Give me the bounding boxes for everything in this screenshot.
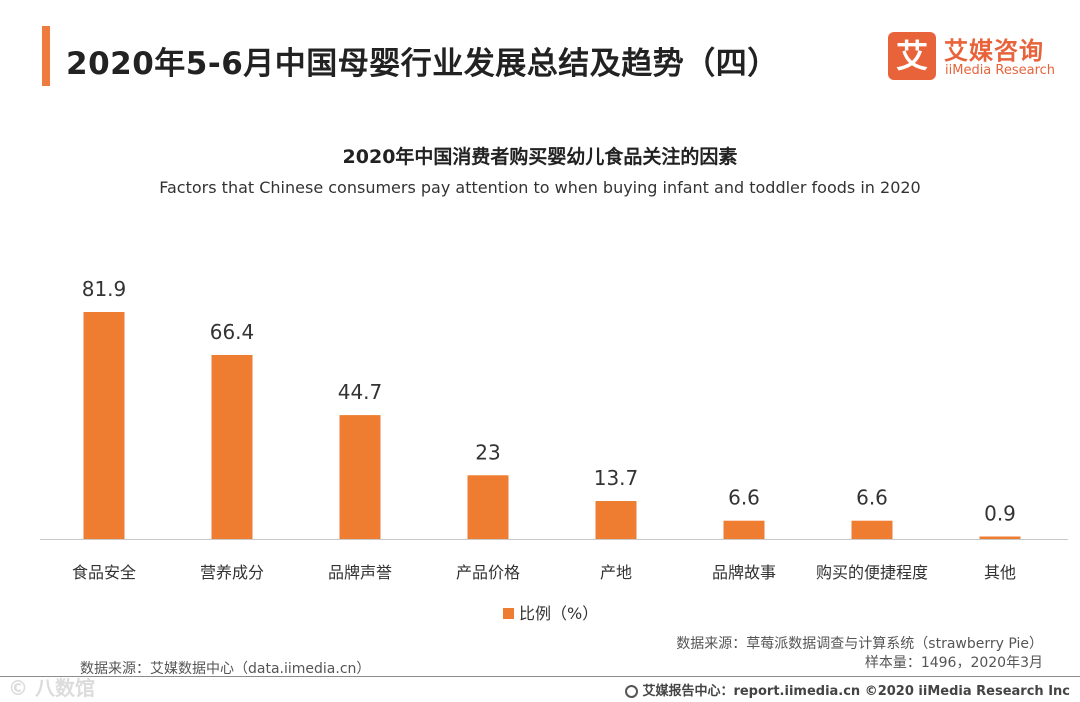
value-label-6: 6.6 — [856, 486, 888, 510]
value-label-4: 13.7 — [594, 466, 639, 490]
footer: 艾媒报告中心：report.iimedia.cn ©2020 iiMedia R… — [625, 680, 1070, 699]
category-label-5: 品牌故事 — [712, 563, 776, 582]
source-line: 数据来源：草莓派数据调查与计算系统（strawberry Pie） — [676, 636, 1043, 652]
legend-label: 比例（%） — [519, 604, 599, 623]
logo-chinese-name: 艾媒咨询 — [944, 37, 1044, 65]
footer-text: 艾媒报告中心：report.iimedia.cn ©2020 iiMedia R… — [642, 684, 1070, 699]
bar-2 — [339, 415, 381, 539]
category-label-4: 产地 — [600, 563, 632, 582]
category-label-1: 营养成分 — [200, 563, 264, 582]
category-label-2: 品牌声誉 — [328, 563, 392, 582]
data-source-note: 数据来源：草莓派数据调查与计算系统（strawberry Pie） 样本量：14… — [676, 635, 1043, 673]
value-label-2: 44.7 — [338, 380, 383, 404]
logo-mark-icon: 艾 — [888, 32, 936, 80]
legend-swatch — [503, 608, 514, 619]
globe-icon — [625, 685, 639, 698]
watermark: © 八数馆 — [8, 676, 95, 700]
category-label-7: 其他 — [984, 563, 1016, 582]
bar-3 — [467, 475, 509, 539]
data-center-source: 数据来源：艾媒数据中心（data.iimedia.cn） — [80, 661, 371, 677]
value-label-3: 23 — [475, 440, 500, 464]
chart-subtitle: Factors that Chinese consumers pay atten… — [159, 178, 921, 197]
value-label-0: 81.9 — [82, 277, 127, 301]
value-label-7: 0.9 — [984, 502, 1016, 526]
iimedia-logo: 艾 艾媒咨询 iiMedia Research — [888, 30, 1063, 82]
title-accent-bar — [42, 26, 50, 86]
page-title: 2020年5-6月中国母婴行业发展总结及趋势（四） — [66, 46, 779, 82]
footer-divider — [0, 676, 1080, 677]
bar-7 — [979, 536, 1021, 539]
category-label-6: 购买的便捷程度 — [816, 563, 928, 582]
bar-1 — [211, 354, 253, 539]
value-label-1: 66.4 — [210, 320, 255, 344]
category-label-0: 食品安全 — [72, 563, 136, 582]
category-label-3: 产品价格 — [456, 563, 520, 582]
bar-0 — [83, 312, 125, 539]
chart-legend: 比例（%） — [503, 600, 598, 624]
chart-title: 2020年中国消费者购买婴幼儿食品关注的因素 — [342, 146, 738, 168]
bar-4 — [595, 501, 637, 539]
value-label-5: 6.6 — [728, 486, 760, 510]
bar-5 — [723, 520, 765, 539]
bar-6 — [851, 520, 893, 539]
logo-english-name: iiMedia Research — [945, 63, 1056, 78]
sample-size-line: 样本量：1496，2020年3月 — [864, 655, 1043, 671]
